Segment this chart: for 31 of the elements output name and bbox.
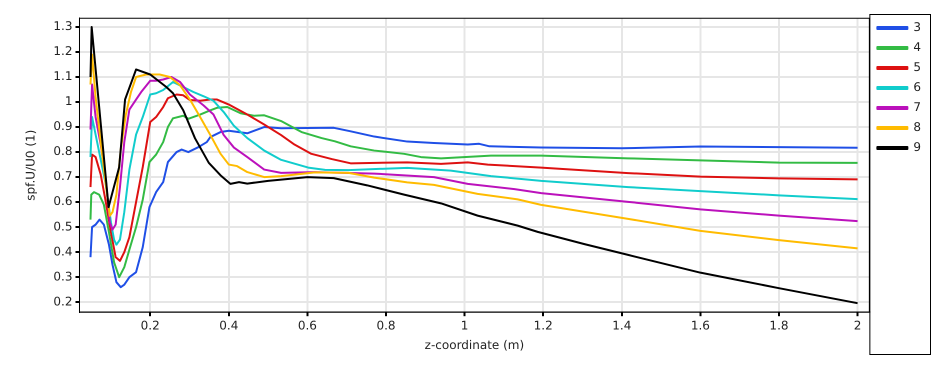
y-tick-label: 0.3 (53, 269, 72, 284)
x-axis-title: z-coordinate (m) (424, 338, 524, 352)
x-tick-label: 1 (460, 318, 468, 333)
legend-label: 3 (913, 20, 922, 34)
y-tick-label: 0.8 (53, 144, 72, 158)
legend-label: 9 (913, 140, 922, 154)
y-tick-label: 1.3 (53, 19, 72, 34)
y-tick-label: 0.7 (53, 169, 72, 184)
y-tick-label: 1 (64, 94, 72, 108)
y-tick-label: 1.2 (53, 44, 72, 58)
x-tick-label: 0.4 (219, 318, 238, 333)
x-tick-label: 1.4 (612, 318, 632, 333)
x-tick-label: 1.8 (769, 318, 789, 333)
x-tick-label: 1.6 (690, 318, 710, 333)
y-tick-label: 0.5 (53, 219, 72, 234)
legend-label: 4 (913, 40, 922, 54)
legend-label: 5 (913, 60, 922, 74)
legend-label: 6 (913, 80, 922, 94)
legend-label: 7 (913, 100, 922, 114)
x-tick-label: 0.6 (298, 318, 317, 333)
y-tick-label: 1.1 (53, 69, 72, 84)
y-tick-label: 0.2 (53, 294, 72, 308)
x-tick-label: 0.2 (140, 318, 160, 333)
y-tick-label: 0.9 (53, 119, 72, 134)
x-tick-label: 2 (854, 318, 862, 333)
x-tick-label: 1.2 (534, 318, 553, 333)
legend-label: 8 (913, 120, 922, 134)
y-tick-label: 0.6 (53, 194, 72, 208)
x-tick-label: 0.8 (376, 318, 396, 333)
y-tick-label: 0.4 (53, 244, 72, 258)
y-axis-title: spf.U/U0 (1) (23, 130, 38, 201)
